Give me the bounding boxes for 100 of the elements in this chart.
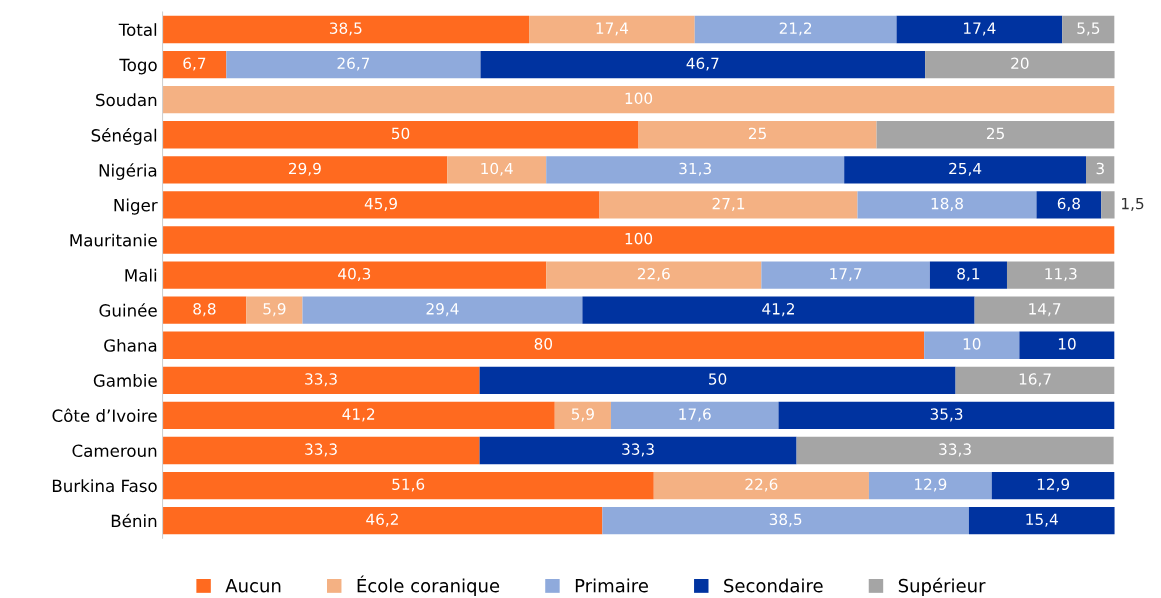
y-tick-label: Mali xyxy=(125,268,157,282)
data-label: 6,7 xyxy=(183,57,206,71)
bar xyxy=(638,121,877,149)
y-tick-label: Niger xyxy=(114,198,158,215)
bar xyxy=(610,401,779,430)
data-label: 3 xyxy=(1096,162,1104,175)
y-tick-label: Ghana xyxy=(104,338,157,352)
bar xyxy=(479,366,956,395)
data-label: 8,8 xyxy=(193,303,216,317)
y-tick-label: Burkina Faso xyxy=(52,479,157,493)
data-label: 100 xyxy=(625,92,653,105)
bar xyxy=(844,156,1086,184)
data-label: 25 xyxy=(748,127,766,140)
data-label: 17,7 xyxy=(830,268,862,282)
data-label: 25 xyxy=(986,127,1004,140)
bar xyxy=(162,121,639,149)
bar xyxy=(1019,331,1115,359)
data-label: 17,6 xyxy=(679,408,711,422)
data-label: 6,8 xyxy=(1057,197,1080,211)
data-label: 45,9 xyxy=(364,197,397,211)
data-label: 1,5 xyxy=(1122,197,1144,211)
bar xyxy=(857,191,1037,219)
bar xyxy=(778,401,1115,430)
data-label: 33,3 xyxy=(622,443,654,457)
bar xyxy=(546,261,762,289)
bar xyxy=(162,366,480,395)
bar xyxy=(529,15,695,44)
data-label: 31,3 xyxy=(679,162,711,176)
data-label: 46,2 xyxy=(366,513,398,527)
y-tick-label: Nigéria xyxy=(99,163,157,180)
y-tick-label: Total xyxy=(118,23,157,37)
data-label: 25,4 xyxy=(949,162,982,176)
bar xyxy=(162,261,547,289)
bar xyxy=(599,191,858,219)
legend-label: Primaire xyxy=(575,578,648,593)
bar xyxy=(162,85,1115,114)
data-label: 33,3 xyxy=(305,443,337,457)
bar xyxy=(162,471,654,500)
data-label: 26,7 xyxy=(337,57,370,71)
data-label: 80 xyxy=(534,338,553,350)
data-label: 15,4 xyxy=(1026,513,1058,527)
bar xyxy=(955,366,1115,395)
bar xyxy=(302,296,583,324)
bar xyxy=(546,156,845,184)
data-label: 38,5 xyxy=(329,22,362,36)
bar xyxy=(162,436,480,465)
bar xyxy=(1006,261,1115,289)
bar xyxy=(162,331,925,359)
bar xyxy=(968,506,1115,535)
bar xyxy=(162,506,603,535)
y-tick-label: Mauritanie xyxy=(70,233,157,247)
data-label: 5,5 xyxy=(1077,22,1100,36)
data-label: 18,8 xyxy=(931,197,963,211)
data-label: 29,9 xyxy=(288,162,321,176)
bar xyxy=(582,296,975,324)
data-label: 29,4 xyxy=(426,303,459,317)
data-label: 51,6 xyxy=(392,478,425,492)
bar xyxy=(162,50,227,79)
data-label: 27,1 xyxy=(712,197,745,211)
data-label: 33,3 xyxy=(939,443,971,457)
data-label: 14,7 xyxy=(1029,303,1061,317)
bar xyxy=(479,436,797,465)
data-label: 12,9 xyxy=(915,478,947,492)
data-label: 17,4 xyxy=(596,22,629,36)
y-tick-label: Sénégal xyxy=(91,128,157,145)
bar xyxy=(162,296,247,324)
bar xyxy=(554,401,611,430)
data-label: 41,2 xyxy=(762,303,794,317)
data-label: 50 xyxy=(709,373,727,385)
bar xyxy=(162,401,555,430)
legend-label: Aucun xyxy=(225,579,281,593)
bar xyxy=(447,156,547,184)
data-label: 10,4 xyxy=(481,162,513,176)
data-label: 10 xyxy=(1058,338,1076,350)
data-label: 35,3 xyxy=(930,408,963,422)
data-label: 100 xyxy=(625,232,653,245)
data-label: 38,5 xyxy=(769,513,802,527)
bar xyxy=(1062,15,1115,44)
data-label: 10 xyxy=(963,338,981,350)
data-label: 46,7 xyxy=(686,57,719,71)
data-label: 5,9 xyxy=(571,408,594,422)
bar xyxy=(991,471,1115,500)
bar xyxy=(226,50,481,79)
bar xyxy=(974,296,1115,324)
data-label: 8,1 xyxy=(957,267,980,282)
data-label: 16,7 xyxy=(1019,373,1051,387)
bar xyxy=(1036,191,1102,219)
bar xyxy=(1101,191,1115,219)
bar xyxy=(480,50,926,79)
bar xyxy=(162,156,448,184)
bar xyxy=(924,331,1020,359)
y-tick-label: Togo xyxy=(119,58,157,75)
bar xyxy=(653,471,869,500)
data-label: 22,6 xyxy=(637,267,670,282)
bar xyxy=(162,191,600,219)
y-tick-label: Gambie xyxy=(93,374,157,387)
data-label: 5,9 xyxy=(263,303,286,317)
bar xyxy=(929,261,1007,289)
y-tick-label: Guinée xyxy=(99,303,157,317)
bar xyxy=(876,121,1115,149)
